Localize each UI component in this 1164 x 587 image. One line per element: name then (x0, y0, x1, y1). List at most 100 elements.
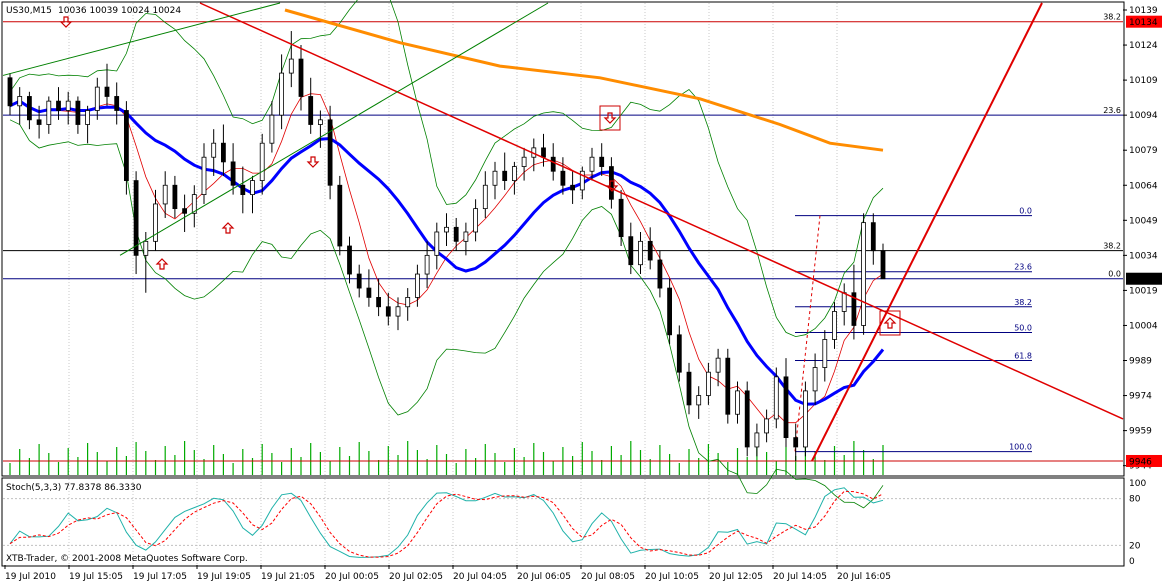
candle-body (453, 226, 459, 242)
candle-body (220, 142, 226, 163)
candle-body (230, 161, 236, 186)
candle-body (162, 184, 168, 205)
candle-body (444, 226, 449, 233)
candle-body (298, 58, 304, 97)
up-arrow-icon (879, 310, 901, 336)
horizontal-levels: 38.2 23.6 38.2 0.0 (3, 13, 1123, 462)
stochastic-oscillator: 100 80 20 0 (3, 479, 1146, 567)
candle-body (463, 231, 469, 242)
candle-body (133, 180, 139, 256)
candle-body (317, 119, 323, 125)
candle-body (628, 236, 634, 266)
candle-body (376, 297, 382, 308)
price-tick-label: 10034 (1129, 251, 1158, 261)
candle-body (638, 240, 643, 266)
candle-body (870, 222, 876, 252)
down-arrow-shape (59, 16, 73, 28)
candle-body (473, 208, 479, 233)
candle-body (773, 376, 779, 420)
candle-body (26, 96, 32, 121)
down-arrow-shape (603, 112, 617, 124)
candle-body (599, 156, 605, 167)
up-arrow-shape (883, 317, 897, 329)
candle-body (288, 58, 294, 74)
fib-label: 100.0 (1009, 443, 1032, 452)
time-tick-label: 20 Jul 08:05 (581, 572, 635, 582)
grid-layer (68, 3, 838, 565)
candle-body (104, 86, 110, 97)
candle-body (579, 170, 585, 191)
trend-lines (2, 2, 1124, 462)
symbol-timeframe: US30,M15 (6, 6, 52, 16)
price-tick-label: 10019 (1129, 286, 1158, 296)
candle-body (94, 86, 100, 111)
price-axis: 10139 10124 10109 10094 10079 10064 10049 10034… (1123, 6, 1162, 472)
price-tick-label: 9989 (1129, 357, 1152, 367)
candle-body (211, 142, 217, 158)
candle-body (512, 166, 517, 181)
price-badge-label: 9946 (1129, 457, 1152, 467)
candle-body (75, 100, 81, 125)
down-arrow-shape (605, 180, 619, 192)
price-tick-label: 10094 (1129, 111, 1158, 121)
candle-body (793, 437, 799, 448)
candle-body (85, 110, 90, 125)
stoch-tick-label: 0 (1129, 557, 1135, 567)
candles (7, 31, 886, 461)
time-tick-label: 20 Jul 10:05 (645, 572, 699, 582)
price-tick-label: 10064 (1129, 181, 1158, 191)
candle-body (153, 203, 158, 242)
volume-layer (9, 441, 884, 475)
up-arrow-shape (155, 258, 169, 270)
candle-body (279, 72, 285, 116)
up-arrow-icon (155, 258, 169, 270)
candle-body (240, 184, 246, 196)
down-arrow-icon (605, 180, 619, 192)
ma-orange (284, 8, 884, 152)
candle-body (541, 147, 546, 158)
candle-body (56, 100, 61, 111)
candle-body (725, 357, 731, 415)
level-label: 23.6 (1103, 106, 1121, 115)
signal-arrows (59, 16, 901, 336)
candle-body (744, 390, 750, 448)
candle-body (696, 395, 702, 406)
candle-body (550, 156, 556, 172)
stoch-tick-label: 80 (1129, 495, 1141, 505)
price-tick-label: 10049 (1129, 216, 1158, 226)
time-tick-label: 19 Jul 21:05 (261, 572, 315, 582)
stoch-tick-label: 100 (1129, 479, 1146, 489)
candle-body (366, 287, 372, 298)
candle-body (308, 96, 314, 125)
price-badge (1126, 454, 1162, 467)
time-tick-label: 20 Jul 00:05 (325, 572, 379, 582)
stoch-label: Stoch(5,3,3) 77.8378 86.3330 (6, 483, 142, 493)
candle-body (783, 376, 789, 439)
candle-body (46, 100, 52, 125)
candle-body (7, 77, 13, 107)
arrow-box (599, 105, 621, 131)
candle-body (143, 240, 149, 256)
time-tick-label: 19 Jul 19:05 (197, 572, 251, 582)
candle-body (851, 292, 857, 326)
candle-body (706, 371, 711, 396)
channel-upper (2, 2, 281, 76)
candle-body (647, 240, 653, 261)
candle-body (434, 231, 440, 256)
price-tick-label: 10079 (1129, 146, 1158, 156)
time-tick-label: 20 Jul 04:05 (453, 572, 507, 582)
fib-label: 0.0 (1019, 207, 1032, 216)
candle-body (686, 371, 692, 406)
time-tick-label: 19 Jul 2010 (5, 572, 56, 582)
candle-body (405, 297, 411, 308)
candle-body (424, 254, 430, 275)
bollinger-lower (9, 119, 884, 509)
up-arrow-icon (221, 222, 235, 234)
fib-label: 38.2 (1014, 298, 1032, 307)
candle-body (124, 110, 129, 181)
time-tick-label: 20 Jul 12:05 (709, 572, 763, 582)
candle-body (414, 273, 420, 298)
price-tick-label: 10139 (1129, 6, 1158, 16)
stoch-plot-frame (1, 477, 1125, 567)
down-arrow-shape (306, 156, 320, 168)
